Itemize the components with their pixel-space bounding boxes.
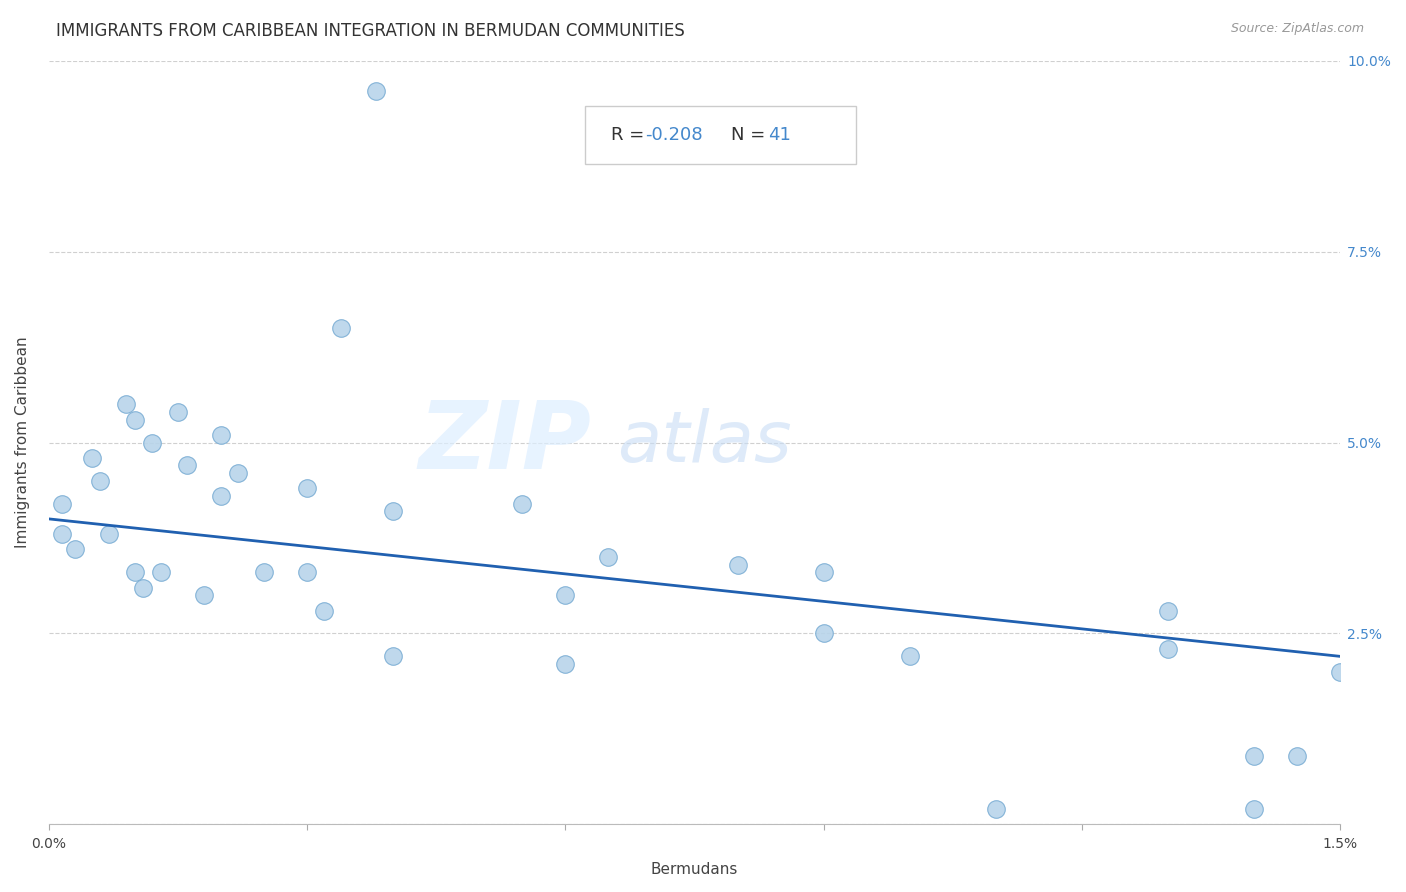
Point (984, 802, 1007, 816)
Text: Source: ZipAtlas.com: Source: ZipAtlas.com (1230, 22, 1364, 36)
Point (1157, 641, 1180, 656)
Text: R =: R = (610, 126, 650, 145)
Text: atlas: atlas (617, 408, 792, 477)
Point (132, 581, 155, 595)
Point (330, 321, 353, 335)
Point (63, 542, 86, 557)
Point (226, 466, 249, 480)
X-axis label: Bermudans: Bermudans (651, 862, 738, 877)
Point (1286, 748, 1309, 763)
Text: IMMIGRANTS FROM CARIBBEAN INTEGRATION IN BERMUDAN COMMUNITIES: IMMIGRANTS FROM CARIBBEAN INTEGRATION IN… (56, 22, 685, 40)
Point (1243, 802, 1265, 816)
Point (253, 566, 276, 580)
Point (115, 397, 138, 411)
Point (176, 458, 198, 473)
Point (51, 527, 73, 541)
Y-axis label: Immigrants from Caribbean: Immigrants from Caribbean (15, 336, 30, 549)
Point (124, 566, 146, 580)
Text: ZIP: ZIP (418, 397, 591, 489)
Point (295, 566, 318, 580)
FancyBboxPatch shape (585, 106, 856, 164)
Point (727, 558, 749, 572)
Point (364, 84, 387, 98)
Point (554, 657, 576, 671)
Point (209, 489, 232, 503)
Point (382, 504, 405, 518)
Point (124, 412, 146, 426)
Point (209, 428, 232, 442)
Point (1243, 748, 1265, 763)
Point (98, 527, 121, 541)
Text: 41: 41 (768, 126, 792, 145)
Point (193, 588, 215, 602)
Point (898, 649, 921, 664)
Point (295, 481, 318, 495)
Point (510, 497, 533, 511)
Point (813, 566, 835, 580)
Point (51, 497, 73, 511)
Point (167, 405, 190, 419)
Point (80, 450, 103, 465)
Point (382, 649, 405, 664)
Point (89, 474, 111, 488)
Point (149, 566, 172, 580)
Point (1329, 665, 1351, 679)
Text: N =: N = (731, 126, 770, 145)
Point (1157, 603, 1180, 617)
Point (554, 588, 576, 602)
Text: -0.208: -0.208 (645, 126, 703, 145)
Point (141, 435, 163, 450)
Point (598, 550, 620, 565)
Point (314, 603, 336, 617)
Point (813, 626, 835, 640)
